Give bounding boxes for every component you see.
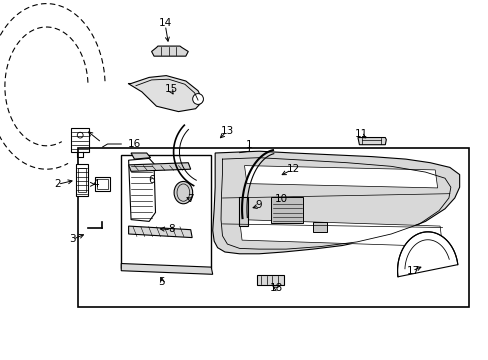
Bar [78,168,86,192]
Bar [238,197,248,226]
Polygon shape [131,153,150,159]
Text: 18: 18 [269,283,283,293]
Polygon shape [121,264,212,274]
Polygon shape [397,232,457,277]
Text: 12: 12 [286,164,300,174]
Text: 6: 6 [148,175,155,185]
Text: 9: 9 [255,200,262,210]
Text: 3: 3 [69,234,76,244]
Text: 1: 1 [245,140,252,150]
Text: 11: 11 [354,129,368,139]
Bar [121,155,211,268]
Ellipse shape [174,181,192,204]
Ellipse shape [77,132,83,138]
Text: 13: 13 [220,126,234,136]
Text: 5: 5 [158,276,164,287]
Text: 7: 7 [187,194,194,204]
Bar [312,222,326,232]
Bar [271,197,303,223]
Bar [76,164,88,196]
Text: 10: 10 [274,194,287,204]
Polygon shape [128,226,192,238]
Polygon shape [128,76,203,112]
Polygon shape [212,151,459,254]
Bar [71,128,89,152]
Polygon shape [128,163,190,171]
Bar [78,148,468,307]
Text: 15: 15 [164,84,178,94]
Bar [256,275,283,285]
Text: 8: 8 [167,224,174,234]
Ellipse shape [192,94,203,104]
Bar [95,177,110,191]
Text: 4: 4 [92,179,99,189]
Polygon shape [357,138,386,145]
Text: 14: 14 [158,18,172,28]
Text: 2: 2 [54,179,61,189]
Polygon shape [239,220,442,247]
Text: 17: 17 [406,266,419,276]
Polygon shape [151,46,188,56]
Text: 16: 16 [127,139,141,149]
Polygon shape [244,166,437,188]
Polygon shape [128,158,155,221]
Bar [97,179,108,189]
